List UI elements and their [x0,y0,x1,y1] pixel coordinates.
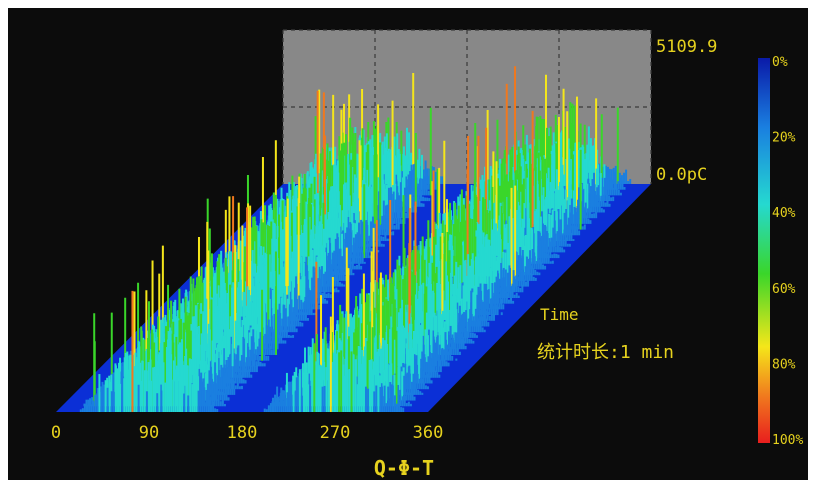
surface-spikes [79,66,632,412]
